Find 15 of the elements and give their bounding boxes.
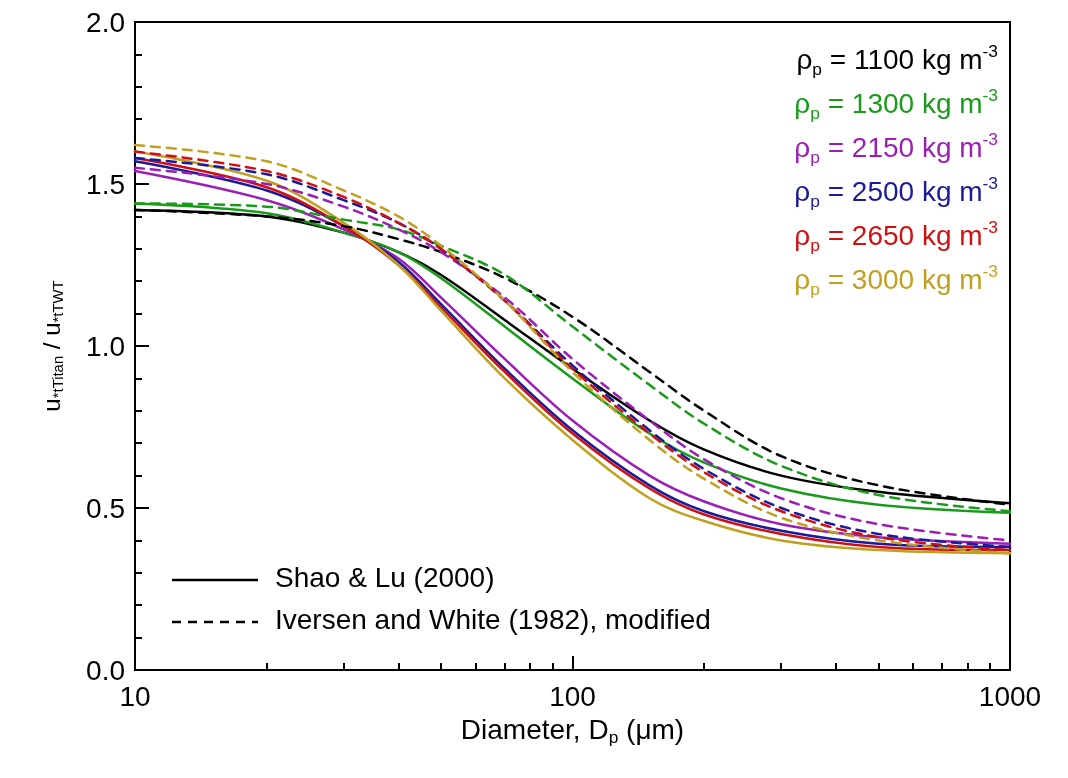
text: ρ$_{p}$ = 3000 kg m$^{-3}$ [794, 259, 998, 302]
y-tick-label: 1.5 [86, 168, 125, 200]
annotation: Iversen and White (1982), modified [275, 603, 711, 635]
text: ρ$_{p}$ = 2650 kg m$^{-3}$ [794, 215, 998, 258]
text: ρ$_{p}$ = 1300 kg m$^{-3}$ [794, 83, 998, 126]
y-tick-label: 2.0 [86, 6, 125, 38]
y-axis-title: u*tTitan / u*tTWT [38, 280, 66, 412]
y-tick-label: 1.0 [86, 330, 125, 362]
y-tick-label: 0.5 [86, 492, 125, 524]
x-tick-label: 100 [549, 680, 596, 712]
x-tick-label: 1000 [978, 680, 1042, 712]
annotation: Shao & Lu (2000) [275, 561, 495, 593]
text: ρ$_{p}$ = 1100 kg m$^{-3}$ [795, 39, 998, 82]
text: ρ$_{p}$ = 2150 kg m$^{-3}$ [794, 127, 998, 170]
text: ρ$_{p}$ = 2500 kg m$^{-3}$ [794, 171, 998, 214]
